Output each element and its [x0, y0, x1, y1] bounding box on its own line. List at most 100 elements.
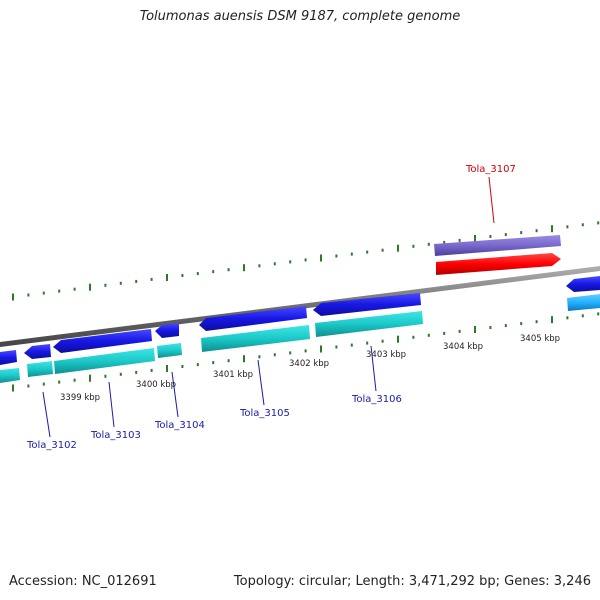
leader-line-tola-3104: [171, 371, 179, 418]
leader-line-tola-3105: [257, 359, 265, 406]
lower-tick-6: [104, 374, 107, 378]
gene-arrow-fragment-left[interactable]: [0, 350, 17, 365]
gene-arrow-tola-3106[interactable]: [313, 293, 421, 316]
upper-tick-15: [243, 264, 245, 272]
lower-tick-25: [397, 335, 399, 343]
lower-tick-11: [181, 365, 184, 368]
upper-tick-17: [273, 262, 276, 266]
lower-tick-12: [196, 363, 199, 367]
lower-tick-34: [535, 320, 538, 324]
gene-bar-tola-3105[interactable]: [201, 325, 310, 352]
lower-tick-37: [581, 314, 584, 318]
gene-label-tola-3103[interactable]: Tola_3103: [90, 430, 141, 441]
gene-bar-tola-3106[interactable]: [315, 311, 423, 337]
gene-arrow-tola-3103[interactable]: [53, 329, 152, 353]
upper-tick-row: [12, 221, 600, 301]
upper-tick-8: [135, 279, 138, 283]
gene-arrow-fragment-right[interactable]: [566, 276, 600, 292]
gene-arrow-tola-3102[interactable]: [24, 344, 51, 359]
gene-label-tola-3106[interactable]: Tola_3106: [351, 394, 402, 405]
upper-tick-16: [258, 264, 261, 268]
lower-tick-30: [474, 326, 476, 333]
lower-tick-13: [212, 361, 215, 365]
gene-bar-fragment-right[interactable]: [567, 294, 600, 311]
scale-label-3403: 3403 kbp: [366, 350, 406, 360]
lower-tick-20: [320, 345, 322, 353]
gene-bar-fragment-left[interactable]: [0, 368, 20, 383]
scale-label-3402: 3402 kbp: [289, 359, 329, 369]
genome-summary-text: Topology: circular; Length: 3,471,292 bp…: [233, 574, 591, 589]
lower-tick-27: [427, 333, 430, 337]
gene-bar-tola-3103[interactable]: [54, 348, 155, 374]
scale-label-3405: 3405 kbp: [520, 334, 560, 344]
lower-tick-23: [366, 341, 369, 345]
upper-tick-7: [119, 281, 122, 285]
upper-tick-1: [27, 293, 30, 297]
lower-tick-0: [12, 384, 14, 392]
gene-arrow-tola-3104[interactable]: [155, 323, 179, 338]
lower-tick-33: [520, 322, 523, 326]
upper-tick-24: [381, 248, 384, 252]
lower-tick-7: [119, 372, 122, 376]
upper-tick-14: [227, 268, 230, 272]
upper-tick-32: [504, 233, 507, 237]
lower-tick-32: [504, 324, 507, 328]
gene-label-tola-3102[interactable]: Tola_3102: [26, 440, 77, 451]
genome-title: Tolumonas auensis DSM 9187, complete gen…: [139, 9, 461, 24]
lower-tick-17: [273, 353, 276, 357]
upper-tick-28: [443, 240, 446, 244]
lower-tick-4: [73, 378, 76, 382]
lower-tick-29: [458, 329, 461, 333]
upper-tick-13: [212, 270, 215, 274]
gene-label-tola-3104[interactable]: Tola_3104: [154, 420, 205, 431]
gene-label-tola-3105[interactable]: Tola_3105: [239, 408, 290, 419]
lower-tick-38: [597, 312, 600, 316]
lower-tick-36: [566, 316, 569, 320]
upper-tick-2: [42, 291, 45, 295]
lower-tick-24: [381, 339, 384, 343]
upper-tick-35: [551, 225, 553, 233]
upper-tick-19: [304, 258, 307, 262]
lower-tick-1: [27, 384, 30, 388]
scale-label-3399: 3399 kbp: [60, 393, 100, 403]
upper-tick-34: [535, 229, 538, 233]
lower-tick-14: [227, 359, 230, 363]
upper-tick-10: [166, 274, 168, 281]
gene-label-tola-3107[interactable]: Tola_3107: [465, 164, 516, 175]
upper-tick-0: [12, 293, 14, 301]
upper-tick-27: [427, 242, 430, 246]
leader-line-tola-3103: [108, 381, 115, 428]
accession-text: Accession: NC_012691: [9, 574, 157, 589]
scale-label-3401: 3401 kbp: [213, 370, 253, 380]
upper-tick-4: [73, 287, 76, 291]
lower-tick-3: [58, 380, 61, 384]
lower-tick-31: [489, 326, 492, 329]
upper-tick-31: [489, 235, 492, 238]
upper-tick-30: [474, 235, 476, 242]
lower-tick-15: [243, 355, 245, 363]
upper-tick-23: [366, 250, 369, 254]
upper-tick-25: [397, 244, 399, 252]
leader-line-tola-3106: [370, 345, 377, 392]
lower-tick-19: [304, 349, 307, 353]
upper-tick-22: [350, 252, 353, 256]
lower-tick-21: [335, 345, 338, 349]
lower-tick-26: [412, 335, 415, 339]
lower-tick-16: [258, 355, 261, 359]
leader-line-tola-3107: [488, 176, 495, 224]
gene-arrow-tola-3105[interactable]: [199, 306, 307, 331]
lower-tick-35: [551, 316, 553, 324]
upper-tick-11: [181, 274, 184, 277]
lower-tick-9: [150, 368, 153, 372]
gene-bar-tola-3102[interactable]: [27, 361, 53, 377]
lower-tick-10: [166, 365, 168, 372]
lower-tick-22: [350, 343, 353, 347]
gene-arrow-tola-3107[interactable]: [436, 253, 561, 275]
gene-bar-tola-3104[interactable]: [157, 343, 182, 358]
upper-tick-38: [597, 221, 600, 225]
gene-bar-tola-3107-upper[interactable]: [434, 235, 561, 256]
lower-tick-2: [42, 382, 45, 386]
lower-tick-18: [289, 351, 292, 355]
upper-tick-36: [566, 225, 569, 229]
